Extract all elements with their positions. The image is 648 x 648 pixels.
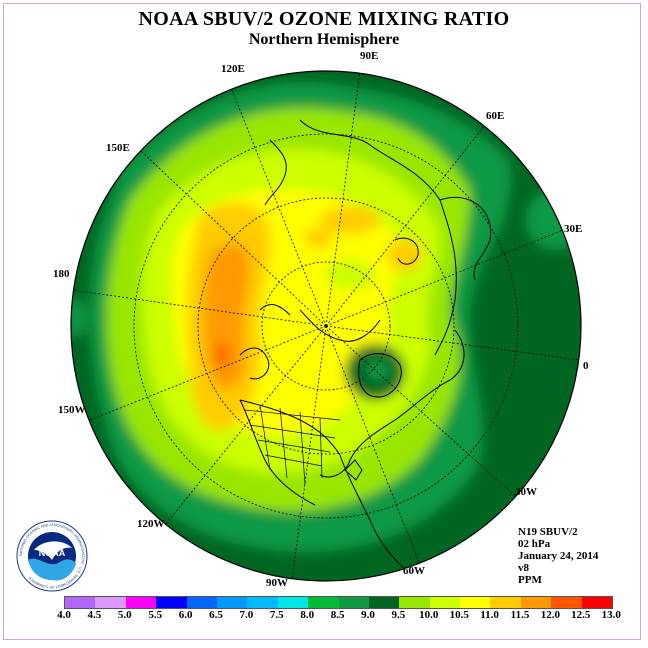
zone-9-5-core (325, 260, 375, 290)
colorbar-tick-label: 8.0 (300, 609, 315, 621)
colorbar-tick-label: 11.0 (480, 609, 499, 621)
colorbar-tick-label: 6.5 (209, 609, 223, 621)
version-label: v8 (518, 562, 529, 574)
zone-12-spot (215, 345, 229, 365)
metadata-block: N19 SBUV/2 02 hPa January 24, 2014 v8 PP… (518, 526, 598, 586)
colorbar-tick-label: 12.0 (540, 609, 561, 621)
lon-label-150e: 150E (106, 142, 130, 154)
colorbar-swatch (65, 597, 96, 608)
colorbar-swatch (460, 597, 491, 608)
page-subtitle: Northern Hemisphere (248, 31, 400, 48)
pressure-level-label: 02 hPa (518, 538, 551, 550)
colorbar-tick-label: 8.5 (330, 609, 345, 621)
map-boundary (70, 70, 582, 582)
satellite-label: N19 SBUV/2 (518, 526, 578, 538)
colorbar-tick-label: 12.5 (571, 609, 591, 621)
lon-label-120w: 120W (137, 518, 165, 530)
colorbar-swatch (551, 597, 582, 608)
zone-9-5-west-patch (71, 298, 86, 338)
colorbar (64, 596, 614, 609)
colorbar-swatch (156, 597, 187, 608)
logo-text: NOAA (39, 548, 66, 558)
lon-label-90e: 90E (360, 50, 379, 62)
colorbar-tick-label: 10.0 (419, 609, 439, 621)
lon-label-60w: 60W (403, 565, 425, 577)
colorbar-swatch (490, 597, 521, 608)
colorbar-tick-label: 7.0 (239, 609, 254, 621)
zone-11-north-patch (304, 228, 332, 248)
colorbar-swatch (368, 597, 400, 608)
lon-label-30e: 30E (564, 223, 583, 235)
coastlines (239, 119, 492, 576)
colorbar-swatch (520, 597, 552, 608)
graticule (71, 71, 581, 581)
colorbar-swatch (186, 597, 217, 608)
colorbar-tick-label: 11.5 (510, 609, 530, 621)
zone-8-east-patch (525, 190, 581, 250)
colorbar-swatch (247, 597, 278, 608)
noaa-logo: NOAA NATIONAL OCEANIC AND ATMOSPHERIC AD… (16, 520, 88, 592)
colorbar-swatch (125, 597, 157, 608)
colorbar-tick-label: 4.0 (57, 609, 71, 621)
colorbar-tick-label: 10.5 (449, 609, 469, 621)
us-state-lines (244, 404, 341, 486)
zone-10-5-arc-north (320, 206, 380, 234)
colorbar-swatch (429, 597, 461, 608)
lon-label-150w: 150W (58, 404, 86, 416)
colorbar-swatch (399, 597, 430, 608)
colorbar-tick-label: 4.5 (87, 609, 102, 621)
units-label: PPM (518, 574, 542, 586)
page-title: NOAA SBUV/2 OZONE MIXING RATIO (138, 8, 510, 30)
colorbar-tick-label: 5.5 (148, 609, 163, 621)
colorbar-swatch (581, 597, 613, 608)
zone-11-5-region (203, 243, 251, 389)
colorbar-tick-label: 9.0 (361, 609, 375, 621)
colorbar-tick-label: 7.5 (269, 609, 284, 621)
lon-label-60e: 60E (486, 110, 505, 122)
date-label: January 24, 2014 (518, 550, 599, 562)
zone-11-east-patch (387, 239, 423, 271)
lon-label-180: 180 (53, 268, 70, 280)
image-frame (3, 3, 641, 640)
colorbar-swatch (216, 597, 248, 608)
colorbar-swatch (308, 597, 339, 608)
colorbar-tick-label: 6.0 (178, 609, 193, 621)
lon-label-0: 0 (583, 360, 589, 372)
colorbar-swatch (95, 597, 126, 608)
colorbar-tick-label: 13.0 (601, 609, 621, 621)
colorbar-tick-label: 9.5 (391, 609, 406, 621)
lon-label-90w: 90W (266, 577, 288, 589)
colorbar-swatch (338, 597, 369, 608)
lon-label-120e: 120E (221, 63, 245, 75)
colorbar-tick-label: 5.0 (117, 609, 132, 621)
colorbar-swatch (277, 597, 309, 608)
lon-label-30w: 30W (515, 486, 537, 498)
zone-8-core (366, 360, 390, 380)
